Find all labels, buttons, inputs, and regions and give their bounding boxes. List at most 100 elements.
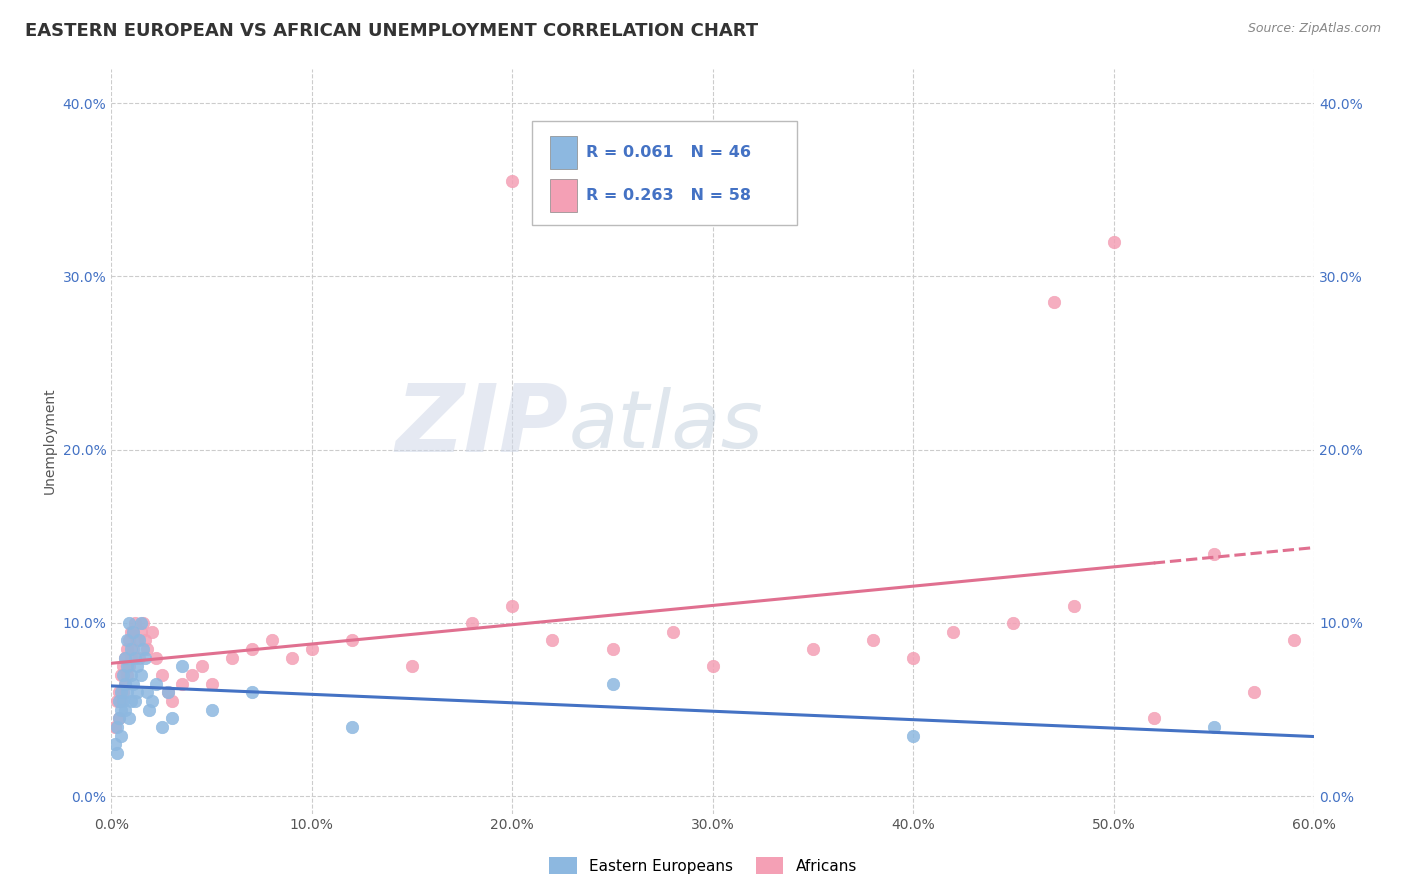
Point [141,624,163,639]
Text: Source: ZipAtlas.com: Source: ZipAtlas.com [1247,22,1381,36]
Point [136,685,159,699]
Point [120,650,142,665]
Point [903,650,925,665]
Point [114,650,136,665]
Point [201,676,224,690]
Point [136,642,159,657]
Point [114,676,136,690]
Point [862,633,884,648]
Point [112,685,135,699]
Point [131,668,153,682]
Point [120,624,142,639]
Point [221,650,243,665]
Y-axis label: Unemployment: Unemployment [44,388,58,494]
Point [501,174,523,188]
Point [118,659,141,673]
Point [903,729,925,743]
Point [132,642,155,657]
Point [108,694,131,708]
Point [124,650,146,665]
Point [110,702,132,716]
Point [1063,599,1085,613]
Point [110,694,132,708]
Point [301,642,323,657]
Point [1243,685,1265,699]
Point [1202,720,1225,734]
Legend: Eastern Europeans, Africans: Eastern Europeans, Africans [543,851,863,880]
Point [108,711,131,725]
Point [541,633,564,648]
Point [1282,633,1305,648]
Point [134,633,156,648]
Point [104,720,127,734]
Point [118,615,141,630]
Point [190,659,212,673]
Point [201,702,224,716]
Point [281,650,304,665]
Point [117,659,139,673]
Point [661,624,683,639]
Point [114,676,136,690]
Point [340,633,363,648]
Text: ZIP: ZIP [395,380,568,472]
Point [122,624,145,639]
Point [180,668,202,682]
Point [240,685,263,699]
Point [145,650,167,665]
Point [138,702,160,716]
Point [134,650,156,665]
Point [131,615,153,630]
FancyBboxPatch shape [533,120,797,225]
Point [160,711,183,725]
Point [120,694,142,708]
Point [104,737,127,751]
Point [501,599,523,613]
Point [160,694,183,708]
Point [1102,235,1125,249]
Text: atlas: atlas [568,387,763,465]
Point [141,694,163,708]
Point [150,668,173,682]
Point [1143,711,1166,725]
Point [127,633,149,648]
Point [122,624,145,639]
Point [117,633,139,648]
Point [124,615,146,630]
Point [801,642,824,657]
Point [461,615,484,630]
Point [124,694,146,708]
Point [128,650,150,665]
Point [127,659,149,673]
Point [112,668,135,682]
Text: EASTERN EUROPEAN VS AFRICAN UNEMPLOYMENT CORRELATION CHART: EASTERN EUROPEAN VS AFRICAN UNEMPLOYMENT… [25,22,758,40]
Point [132,615,155,630]
Point [401,659,423,673]
Point [118,711,141,725]
Point [170,676,193,690]
Point [117,685,139,699]
Point [128,633,150,648]
Point [150,720,173,734]
Point [1042,295,1064,310]
Point [131,624,153,639]
Point [260,633,283,648]
Point [122,642,145,657]
Point [114,650,136,665]
Point [122,676,145,690]
Point [114,702,136,716]
Point [340,720,363,734]
Point [112,659,135,673]
Point [107,720,129,734]
Point [156,685,179,699]
Point [602,642,624,657]
Point [117,668,139,682]
Point [127,685,149,699]
Text: R = 0.263   N = 58: R = 0.263 N = 58 [586,188,751,203]
Point [117,642,139,657]
Point [702,659,724,673]
Point [118,633,141,648]
FancyBboxPatch shape [550,178,576,212]
Point [170,659,193,673]
Point [240,642,263,657]
Point [110,729,132,743]
